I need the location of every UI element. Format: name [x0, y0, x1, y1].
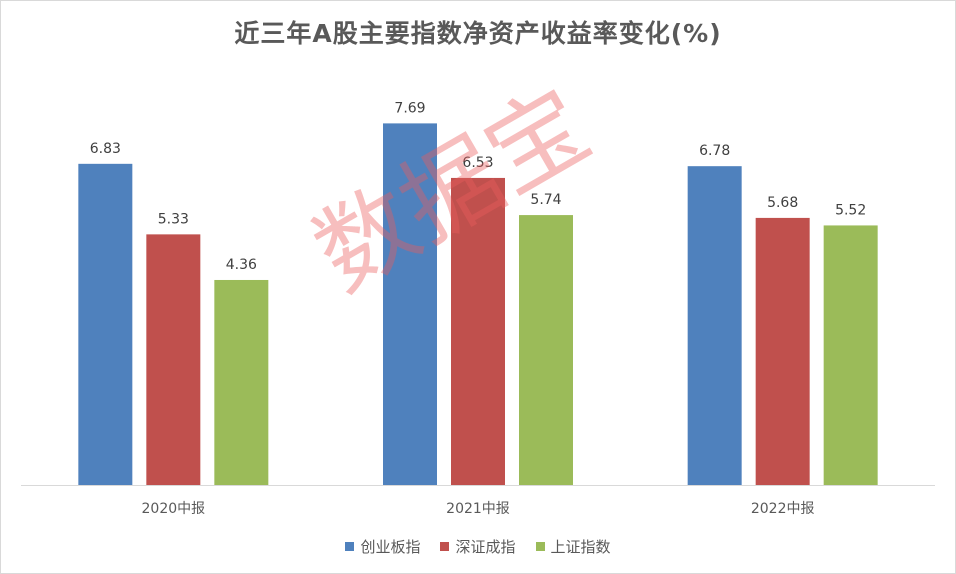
bar-2-3 — [755, 217, 810, 485]
bar-2-2 — [451, 177, 505, 486]
x-tick-label: 2022中报 — [751, 501, 815, 517]
legend-item: 创业板指 — [345, 536, 420, 557]
data-label: 7.69 — [394, 100, 425, 116]
bar-3-3 — [823, 225, 878, 485]
bar-1-3 — [687, 166, 742, 485]
x-tick-label: 2020中报 — [142, 501, 206, 517]
data-label: 5.33 — [158, 211, 189, 227]
bar-2-1 — [146, 234, 201, 485]
chart-legend: 创业板指 深证成指 上证指数 — [0, 536, 956, 557]
data-label: 6.78 — [699, 143, 730, 159]
data-label: 6.53 — [462, 155, 493, 171]
legend-swatch — [535, 542, 545, 551]
bar-1-2 — [383, 123, 437, 485]
data-label: 5.68 — [767, 195, 798, 211]
bar-3-1 — [214, 279, 269, 485]
data-label: 4.36 — [226, 257, 257, 273]
legend-label: 创业板指 — [360, 538, 421, 556]
legend-label: 深证成指 — [455, 538, 516, 556]
legend-label: 上证指数 — [550, 538, 611, 556]
data-label: 5.52 — [835, 202, 866, 218]
chart-title: 近三年A股主要指数净资产收益率变化(%) — [234, 19, 722, 48]
bar-1-1 — [78, 163, 133, 485]
legend-item: 深证成指 — [440, 536, 516, 557]
bar-3-2 — [519, 215, 573, 486]
legend-swatch — [440, 542, 450, 551]
legend-item: 上证指数 — [535, 536, 611, 557]
legend-swatch — [345, 542, 355, 551]
data-label: 5.74 — [530, 192, 561, 208]
data-label: 6.83 — [90, 141, 121, 157]
x-tick-label: 2021中报 — [446, 501, 510, 517]
